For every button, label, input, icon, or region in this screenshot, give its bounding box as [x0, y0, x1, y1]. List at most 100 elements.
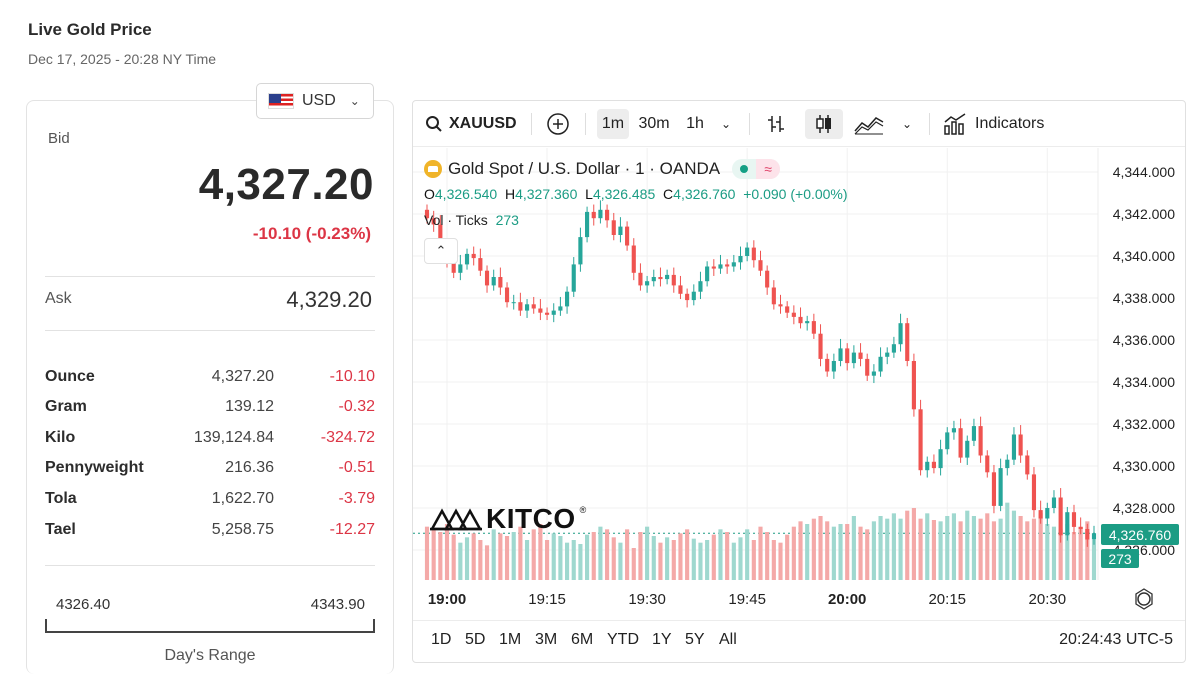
unit-name: Tael — [45, 521, 76, 538]
unit-change: -10.10 — [329, 368, 375, 385]
chart-widget — [412, 100, 1186, 663]
chart-legend-title: Gold Spot / U.S. Dollar · 1 · OANDA ≈ — [424, 159, 781, 179]
price-tick-label: 4,334.000 — [1113, 374, 1175, 390]
range-all[interactable]: All — [719, 631, 737, 648]
symbol-search[interactable]: XAUUSD — [425, 109, 523, 139]
bar-type-button[interactable] — [761, 109, 791, 139]
divider — [45, 565, 375, 566]
volume-bar — [818, 516, 823, 580]
volume-bar — [798, 521, 803, 580]
candle-body — [605, 209, 610, 221]
unit-change: -3.79 — [338, 490, 375, 507]
candle-body — [438, 224, 443, 248]
indicators-label: Indicators — [975, 115, 1045, 132]
candle-body — [1071, 512, 1077, 527]
volume-bars — [424, 502, 1097, 580]
volume-bar — [678, 533, 683, 580]
market-status-badge[interactable]: ≈ — [732, 159, 781, 179]
volume-bar — [778, 542, 783, 580]
registered-mark: ® — [579, 505, 587, 515]
candle-body — [751, 247, 756, 261]
range-5y[interactable]: 5Y — [685, 631, 705, 648]
range-ytd[interactable]: YTD — [607, 631, 639, 648]
candle-body — [1051, 497, 1057, 508]
interval-menu-chevron-icon[interactable]: ⌄ — [720, 117, 732, 131]
volume-bar — [1058, 529, 1063, 580]
range-1m[interactable]: 1M — [499, 631, 522, 648]
ohlc-values: O4,326.540 H4,327.360 L4,326.485 C4,326.… — [424, 186, 848, 202]
volume-bar — [825, 521, 830, 580]
price-chart[interactable]: 4,344.000 4,342.000 4,340.000 4,338.000 4,33… — [413, 148, 1185, 620]
candle-body — [625, 226, 630, 246]
interval-1m[interactable]: 1m — [597, 109, 629, 139]
volume-bar — [978, 518, 983, 580]
area-chart-button[interactable] — [851, 109, 887, 139]
range-5d[interactable]: 5D — [465, 631, 486, 648]
volume-bar — [638, 532, 643, 580]
candle-body — [898, 323, 903, 345]
candle-body — [484, 270, 490, 286]
currency-select[interactable]: USD ⌄ — [256, 83, 374, 119]
volume-label: Vol · Ticks — [424, 212, 488, 228]
indicators-button[interactable]: Indicators — [943, 109, 1063, 139]
volume-bar — [1018, 516, 1023, 580]
price-tick-label: 4,338.000 — [1113, 290, 1175, 306]
volume-bar — [1031, 518, 1037, 580]
volume-bar — [1025, 521, 1030, 580]
candle-body — [998, 468, 1003, 506]
candle-body — [985, 455, 990, 473]
unit-change: -0.51 — [338, 459, 375, 476]
price-tick-label: 4,344.000 — [1113, 164, 1175, 180]
chart-clock[interactable]: 20:24:43 UTC-5 — [1059, 631, 1173, 648]
chart-type-chevron-icon[interactable]: ⌄ — [901, 117, 913, 131]
chart-grid — [413, 148, 1099, 580]
time-tick-label: 20:30 — [1029, 591, 1067, 608]
candle-body — [631, 245, 636, 273]
volume-bar — [938, 521, 943, 580]
range-1y[interactable]: 1Y — [652, 631, 672, 648]
volume-bar — [511, 532, 516, 580]
close-label: C — [663, 186, 674, 202]
candle-body — [458, 264, 463, 273]
candle-body — [491, 277, 496, 286]
range-3m[interactable]: 3M — [535, 631, 558, 648]
candle-body — [538, 308, 543, 313]
search-icon — [426, 116, 442, 132]
bar-type-icon — [768, 116, 784, 132]
candle-body — [938, 449, 943, 469]
unit-row-ounce: Ounce 4,327.20 -10.10 — [45, 368, 375, 388]
candle-body — [965, 440, 970, 458]
candle-body — [658, 277, 663, 280]
unit-price: 4,327.20 — [211, 368, 274, 385]
range-1d[interactable]: 1D — [431, 631, 452, 648]
interval-1h[interactable]: 1h — [686, 115, 704, 132]
volume-bar — [685, 529, 690, 580]
candle-body — [785, 306, 790, 313]
volume-bar — [424, 526, 430, 580]
interval-30m[interactable]: 30m — [638, 115, 670, 132]
candle-body — [645, 281, 650, 286]
candle-body — [611, 220, 616, 235]
volume-bar — [585, 534, 590, 580]
settings-gear-icon — [1137, 592, 1151, 606]
close-value: 4,326.760 — [673, 186, 736, 202]
volume-bar — [605, 529, 610, 580]
time-tick-label: 20:15 — [928, 591, 966, 608]
volume-bar — [611, 537, 616, 580]
compare-symbol-button[interactable] — [543, 109, 573, 139]
candles-button[interactable] — [805, 109, 843, 139]
candle-body — [1045, 508, 1050, 519]
settings-hexagon-icon — [1135, 588, 1153, 610]
candle-body — [745, 247, 750, 256]
volume-bar — [504, 536, 510, 580]
range-6m[interactable]: 6M — [571, 631, 594, 648]
kitco-logo-icon — [430, 508, 482, 531]
volume-bar — [885, 518, 890, 580]
kitco-wordmark: KITCO — [486, 503, 576, 534]
candle-body — [424, 209, 430, 219]
collapse-legend-button[interactable]: ⌃ — [424, 238, 458, 264]
toolbar-separator — [585, 113, 586, 135]
day-range-low: 4326.40 — [56, 596, 111, 613]
volume-bar — [431, 529, 436, 580]
add-symbol-icon — [547, 113, 569, 135]
